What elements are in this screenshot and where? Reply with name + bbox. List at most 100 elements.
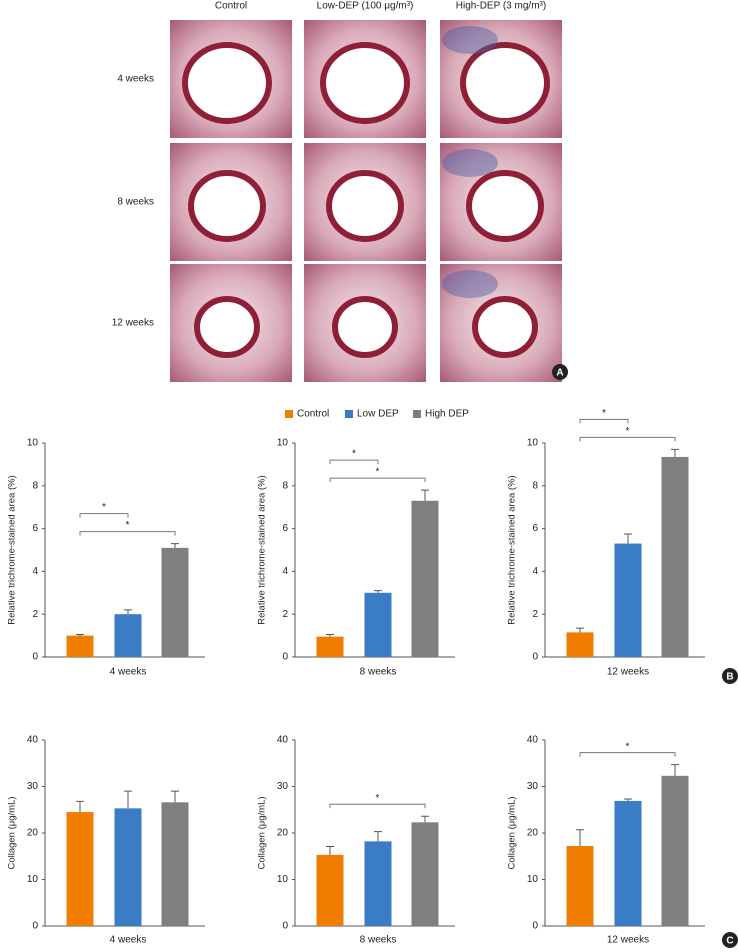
y-tick-label: 4	[32, 566, 38, 577]
y-tick-label: 0	[32, 652, 38, 663]
significance-label: *	[626, 741, 630, 752]
significance-bracket	[79, 513, 129, 518]
column-header: Low-DEP (100 μg/m³)	[317, 1, 414, 12]
panel-label: C	[726, 936, 733, 947]
y-tick-label: 10	[527, 874, 539, 885]
y-tick-label: 8	[282, 480, 288, 491]
y-axis-label: Relative trichrome-stained area (%)	[7, 475, 18, 624]
fibrosis	[442, 270, 498, 298]
airway-wall	[466, 170, 544, 242]
fibrosis	[442, 149, 498, 177]
y-tick-label: 40	[527, 735, 539, 746]
y-tick-label: 6	[32, 523, 38, 534]
bar	[161, 802, 189, 926]
significance-bracket	[329, 477, 426, 483]
x-axis-label: 12 weeks	[607, 935, 649, 946]
y-tick-label: 2	[532, 609, 538, 620]
error-bar	[124, 609, 132, 615]
significance-bracket	[329, 803, 426, 809]
bar	[316, 854, 344, 926]
significance-bracket	[579, 436, 676, 442]
y-tick-label: 10	[527, 438, 539, 449]
bar	[411, 500, 439, 657]
bar	[614, 800, 642, 926]
error-bar	[326, 845, 334, 855]
panel-label-badge	[722, 668, 738, 684]
significance-bracket	[329, 459, 379, 465]
y-axis-label: Collagen (μg/mL)	[257, 796, 268, 869]
x-axis-label: 8 weeks	[360, 935, 397, 946]
bar	[661, 775, 689, 926]
y-tick-label: 0	[532, 652, 538, 663]
x-axis-label: 4 weeks	[110, 667, 147, 678]
bar	[161, 547, 189, 657]
significance-label: *	[376, 793, 380, 804]
panel-label-badge	[722, 932, 738, 948]
bar	[114, 614, 142, 657]
airway-wall	[188, 170, 266, 242]
airway-wall	[182, 42, 272, 124]
significance-label: *	[626, 426, 630, 437]
significance-bracket	[579, 418, 629, 424]
error-bar	[576, 829, 584, 847]
y-tick-label: 20	[277, 828, 289, 839]
y-tick-label: 10	[27, 874, 39, 885]
y-tick-label: 6	[282, 523, 288, 534]
error-bar	[374, 831, 382, 842]
error-bar	[374, 590, 382, 593]
significance-label: *	[352, 449, 356, 460]
legend-swatch	[345, 410, 353, 418]
bar	[614, 543, 642, 657]
bar	[364, 841, 392, 926]
bar	[66, 812, 94, 926]
legend-swatch	[285, 410, 293, 418]
y-tick-label: 6	[532, 523, 538, 534]
airway-wall	[460, 42, 550, 124]
legend-swatch	[413, 410, 421, 418]
y-tick-label: 40	[27, 735, 39, 746]
bar	[566, 632, 594, 657]
error-bar	[624, 533, 632, 544]
error-bar	[576, 627, 584, 633]
row-label: 12 weeks	[112, 318, 154, 329]
y-tick-label: 8	[532, 480, 538, 491]
airway-wall	[194, 296, 260, 358]
y-tick-label: 0	[532, 921, 538, 932]
significance-label: *	[102, 502, 106, 513]
bar	[114, 808, 142, 926]
row-label: 4 weeks	[117, 74, 154, 85]
significance-label: *	[126, 520, 130, 531]
significance-label: *	[376, 467, 380, 478]
y-tick-label: 2	[32, 609, 38, 620]
bar	[66, 635, 94, 657]
y-tick-label: 2	[282, 609, 288, 620]
error-bar	[421, 815, 429, 823]
error-bar	[671, 764, 679, 776]
y-tick-label: 0	[282, 652, 288, 663]
bar	[566, 846, 594, 926]
panel-label-badge	[552, 364, 568, 380]
significance-label: *	[602, 408, 606, 419]
error-bar	[76, 634, 84, 636]
y-tick-label: 0	[282, 921, 288, 932]
y-axis-label: Relative trichrome-stained area (%)	[507, 475, 518, 624]
panel-label: B	[726, 672, 733, 683]
y-axis-label: Collagen (μg/mL)	[7, 796, 18, 869]
airway-wall	[320, 42, 410, 124]
error-bar	[421, 489, 429, 501]
bar	[364, 592, 392, 657]
airway-wall	[472, 296, 538, 358]
error-bar	[124, 790, 132, 809]
legend-label: Low DEP	[357, 409, 399, 420]
airway-wall	[326, 170, 404, 242]
y-tick-label: 10	[27, 438, 39, 449]
x-axis-label: 8 weeks	[360, 667, 397, 678]
legend-label: Control	[297, 409, 329, 420]
significance-bracket	[79, 531, 176, 536]
bar	[411, 822, 439, 926]
y-tick-label: 30	[277, 781, 289, 792]
y-tick-label: 30	[27, 781, 39, 792]
panel-label: A	[556, 368, 563, 379]
error-bar	[671, 448, 679, 457]
